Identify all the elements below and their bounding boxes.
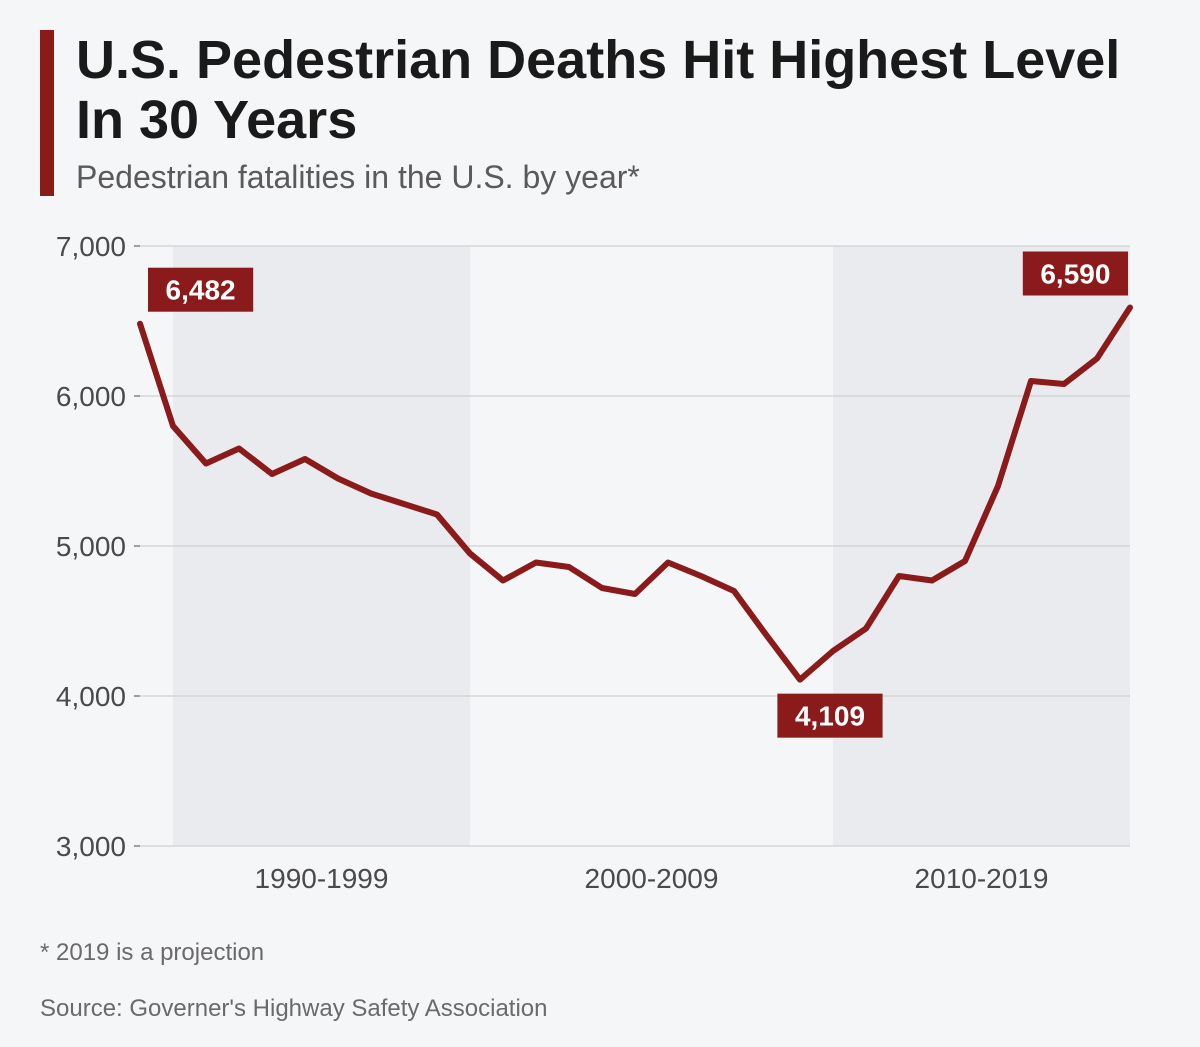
svg-text:1990-1999: 1990-1999 <box>255 863 389 894</box>
line-chart: 3,000 4,000 5,000 6,000 7,000 1990-1999 2000-2… <box>40 216 1160 916</box>
chart-svg: 3,000 4,000 5,000 6,000 7,000 1990-1999 2000-2… <box>40 216 1160 916</box>
svg-text:5,000: 5,000 <box>56 531 126 562</box>
header: U.S. Pedestrian Deaths Hit Highest Level… <box>40 30 1160 196</box>
svg-text:2010-2019: 2010-2019 <box>915 863 1049 894</box>
svg-text:6,482: 6,482 <box>166 274 236 305</box>
svg-text:4,000: 4,000 <box>56 681 126 712</box>
svg-text:2000-2009: 2000-2009 <box>585 863 719 894</box>
svg-text:7,000: 7,000 <box>56 231 126 262</box>
title-block: U.S. Pedestrian Deaths Hit Highest Level… <box>76 30 1160 196</box>
chart-subtitle: Pedestrian fatalities in the U.S. by yea… <box>76 159 1160 196</box>
accent-bar <box>40 30 54 196</box>
footnote-source: Source: Governer's Highway Safety Associ… <box>40 990 1160 1028</box>
svg-text:4,109: 4,109 <box>795 700 865 731</box>
chart-title: U.S. Pedestrian Deaths Hit Highest Level… <box>76 30 1160 151</box>
svg-text:6,000: 6,000 <box>56 381 126 412</box>
svg-text:6,590: 6,590 <box>1040 258 1110 289</box>
svg-text:3,000: 3,000 <box>56 831 126 862</box>
footnote-projection: * 2019 is a projection <box>40 934 1160 972</box>
